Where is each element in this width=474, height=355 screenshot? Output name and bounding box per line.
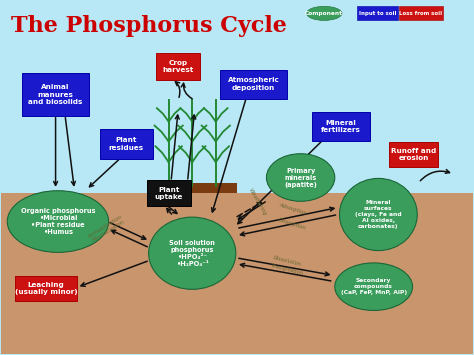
- Ellipse shape: [7, 191, 109, 252]
- Ellipse shape: [307, 6, 342, 20]
- FancyBboxPatch shape: [390, 142, 438, 168]
- FancyBboxPatch shape: [15, 275, 77, 301]
- Text: Weathering: Weathering: [247, 187, 267, 217]
- Text: The Phosphorus Cycle: The Phosphorus Cycle: [11, 16, 287, 38]
- Text: Component: Component: [305, 11, 343, 16]
- Text: Primary
minerals
(apatite): Primary minerals (apatite): [284, 168, 317, 187]
- Text: Organic phosphorus
•Microbial
•Plant residue
•Humus: Organic phosphorus •Microbial •Plant res…: [21, 208, 95, 235]
- FancyBboxPatch shape: [220, 70, 287, 99]
- Text: Mineral
fertilizers: Mineral fertilizers: [321, 120, 361, 133]
- Ellipse shape: [335, 263, 412, 311]
- Text: Immobilization
Mineralization: Immobilization Mineralization: [88, 214, 127, 244]
- Text: Secondary
compounds
(CaP, FeP, MnP, AlP): Secondary compounds (CaP, FeP, MnP, AlP): [341, 278, 407, 295]
- Text: Plant
uptake: Plant uptake: [155, 187, 183, 200]
- FancyBboxPatch shape: [100, 130, 153, 159]
- Text: Plant
residues: Plant residues: [109, 137, 144, 151]
- Text: Crop
harvest: Crop harvest: [163, 60, 194, 73]
- FancyBboxPatch shape: [399, 6, 443, 20]
- Text: Atmospheric
deposition: Atmospheric deposition: [228, 77, 279, 91]
- FancyBboxPatch shape: [1, 1, 473, 193]
- FancyBboxPatch shape: [150, 183, 237, 193]
- Text: Adsorption: Adsorption: [278, 202, 307, 216]
- Text: Desorption: Desorption: [278, 217, 307, 231]
- Text: Soil solution
phosphorus
•HPO₄²⁻
•H₂PO₄⁻¹: Soil solution phosphorus •HPO₄²⁻ •H₂PO₄⁻…: [169, 240, 215, 267]
- Ellipse shape: [339, 178, 417, 251]
- Text: Leaching
(usually minor): Leaching (usually minor): [15, 282, 77, 295]
- FancyBboxPatch shape: [147, 180, 191, 206]
- Text: Precipitation: Precipitation: [271, 263, 305, 276]
- FancyBboxPatch shape: [312, 112, 370, 141]
- Text: Animal
manures
and biosolids: Animal manures and biosolids: [28, 84, 83, 105]
- FancyBboxPatch shape: [22, 73, 89, 116]
- FancyBboxPatch shape: [357, 6, 398, 20]
- FancyBboxPatch shape: [1, 193, 473, 354]
- Ellipse shape: [266, 154, 335, 201]
- FancyBboxPatch shape: [156, 53, 200, 80]
- Text: Dissolution: Dissolution: [273, 255, 303, 267]
- Ellipse shape: [149, 217, 236, 289]
- Text: Runoff and
erosion: Runoff and erosion: [391, 148, 437, 162]
- Text: Loss from soil: Loss from soil: [399, 11, 442, 16]
- Text: Mineral
surfaces
(clays, Fe and
Al oxides,
carbonates): Mineral surfaces (clays, Fe and Al oxide…: [355, 200, 401, 229]
- Text: Input to soil: Input to soil: [359, 11, 396, 16]
